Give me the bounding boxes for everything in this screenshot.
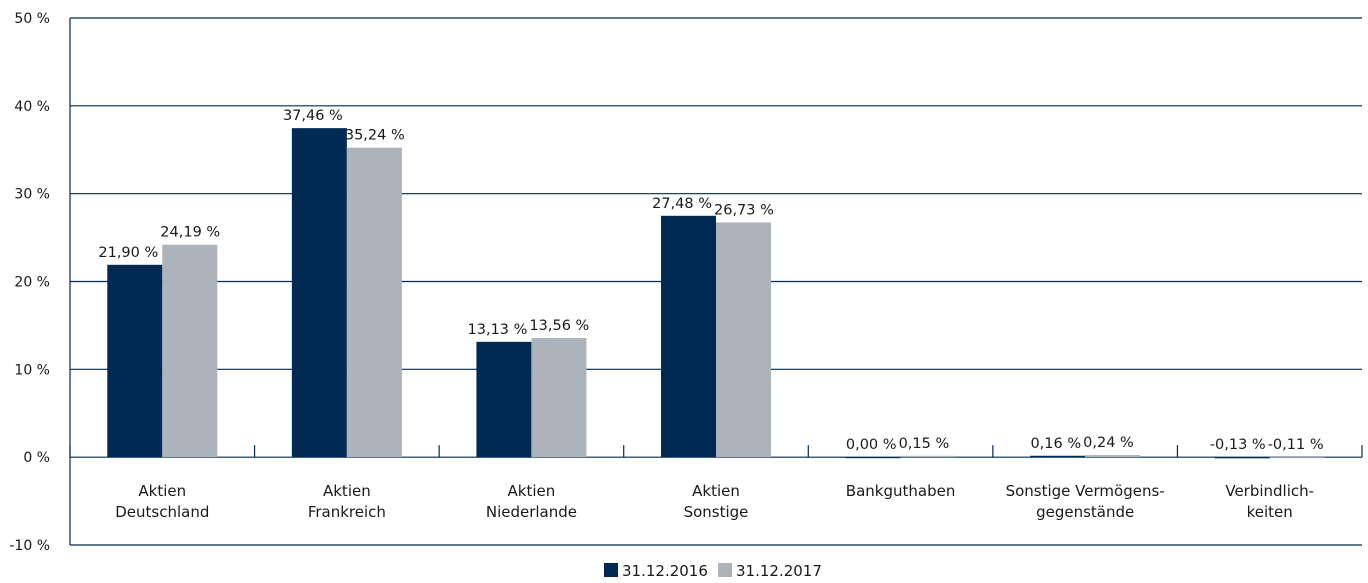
legend-label-2017: 31.12.2017 [736, 562, 822, 580]
bar-2017 [716, 222, 771, 458]
y-tick-label: 40 % [14, 99, 50, 115]
data-label: 37,46 % [283, 108, 343, 124]
y-tick-label: 0 % [23, 450, 50, 466]
bar-2016 [107, 264, 163, 458]
legend: 31.12.2016 31.12.2017 [604, 562, 822, 580]
bar-2016 [661, 215, 716, 458]
y-axis-tick-labels: 50 % 40 % 30 % 20 % 10 % 0 % -10 % [9, 11, 50, 554]
bar-2017 [162, 244, 218, 458]
y-tick-label: 10 % [14, 362, 50, 378]
data-label: 35,24 % [345, 128, 405, 144]
bar-2016 [1030, 455, 1086, 458]
bar-2016 [291, 128, 347, 458]
bar-2016 [476, 341, 532, 458]
data-label: 21,90 % [98, 245, 158, 261]
bar-layer [107, 128, 1325, 459]
category-label: Deutschland [115, 503, 209, 521]
data-label: -0,13 % [1210, 437, 1266, 453]
data-label-layer: 21,90 %24,19 % 37,46 %35,24 % 13,13 % 13,56… [98, 108, 1323, 453]
legend-label-2016: 31.12.2016 [622, 562, 708, 580]
bar-2017 [531, 338, 587, 458]
data-label: 13,56 % [529, 318, 589, 334]
category-label: Frankreich [308, 503, 386, 521]
category-label: keiten [1247, 503, 1293, 521]
data-label: 24,19 % [160, 225, 220, 241]
y-tick-label: 20 % [14, 275, 50, 291]
data-label: 13,13 % [468, 322, 528, 338]
bar-2017 [1269, 457, 1325, 459]
data-label: 0,16 % [1030, 436, 1081, 452]
data-label: 0,15 % [899, 436, 950, 452]
y-tick-label: 30 % [14, 187, 50, 203]
legend-swatch-2016 [604, 563, 618, 577]
category-label: Aktien [692, 482, 740, 500]
category-label: Bankguthaben [846, 482, 956, 500]
data-label: 0,24 % [1083, 435, 1134, 451]
y-tick-label: -10 % [9, 538, 50, 554]
category-label: Aktien [323, 482, 371, 500]
category-label: gegenstände [1036, 503, 1134, 521]
data-label: 0,00 % [846, 437, 897, 453]
bar-2016 [845, 457, 901, 459]
category-label: Aktien [138, 482, 186, 500]
bar-2017 [1085, 455, 1141, 458]
category-label: Verbindlich- [1225, 482, 1314, 500]
legend-swatch-2017 [718, 563, 732, 577]
category-label: Aktien [508, 482, 556, 500]
bar-2017 [900, 455, 956, 458]
bar-2017 [346, 147, 402, 458]
category-label: Niederlande [486, 503, 577, 521]
data-label: 27,48 % [652, 196, 712, 212]
data-label: -0,11 % [1268, 437, 1324, 453]
category-label: Sonstige [684, 503, 749, 521]
y-tick-label: 50 % [14, 11, 50, 27]
category-label: Sonstige Vermögens- [1006, 482, 1165, 500]
bar-2016 [1214, 457, 1270, 459]
data-label: 26,73 % [714, 202, 774, 218]
category-label-layer: Aktien Deutschland Aktien Frankreich Aktien N… [115, 482, 1314, 521]
